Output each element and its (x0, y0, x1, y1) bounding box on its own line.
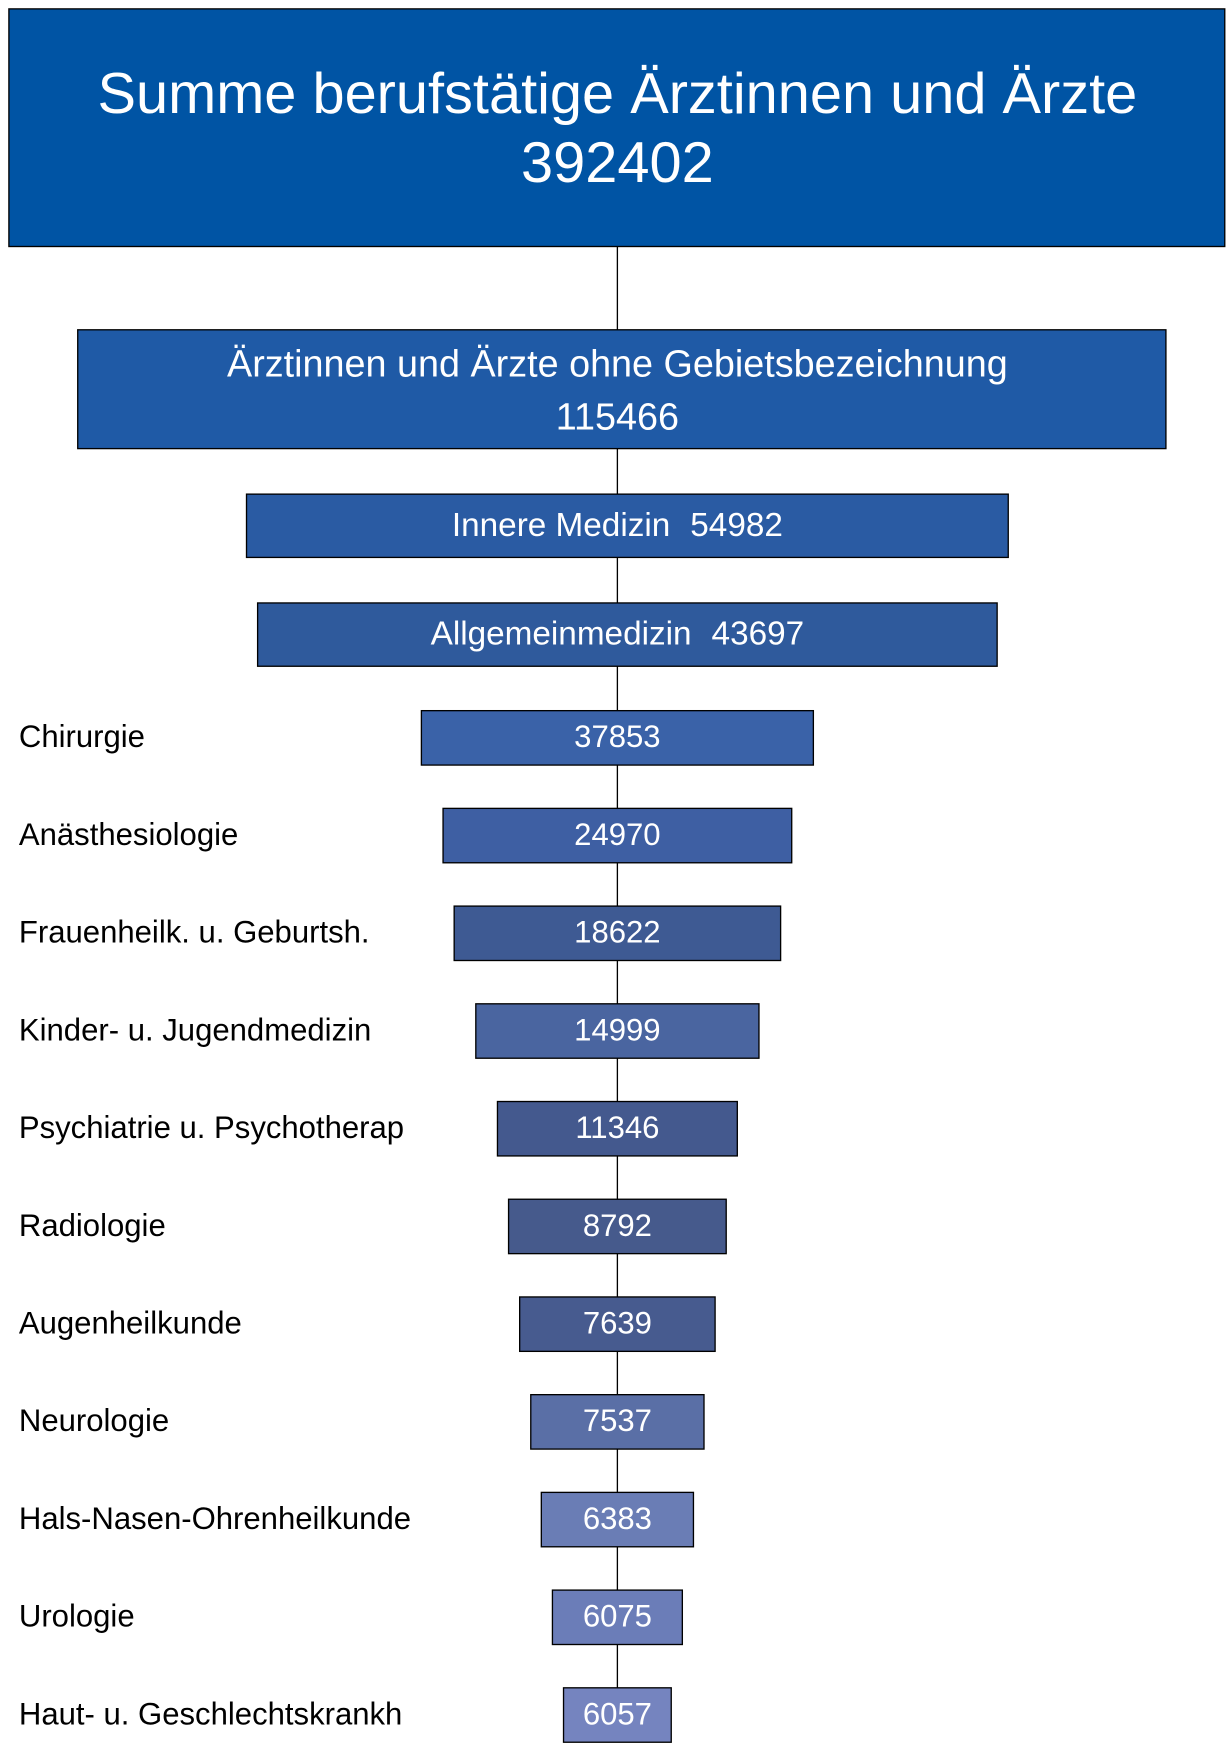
specialty-value: 14999 (574, 1012, 660, 1047)
specialty-label: Neurologie (19, 1403, 169, 1438)
specialty-value: 24970 (574, 817, 660, 852)
specialty-box (420, 709, 815, 766)
specialty-value: 6057 (583, 1696, 652, 1731)
specialty-label: Radiologie (19, 1208, 166, 1243)
category-label: Allgemeinmedizin (431, 616, 692, 653)
specialty-value: 7639 (583, 1305, 652, 1340)
category-text: Innere Medizin 54982 (452, 507, 783, 544)
category-label: Innere Medizin (452, 507, 670, 544)
category-box (256, 602, 998, 667)
category-box (245, 493, 1009, 559)
specialty-value: 18622 (574, 915, 660, 950)
header-value: 392402 (521, 131, 714, 195)
specialty-box (530, 1394, 705, 1450)
category-text: Allgemeinmedizin 43697 (431, 616, 805, 653)
category-value: 43697 (712, 616, 805, 653)
specialty-box (562, 1687, 672, 1743)
specialty-label: Hals-Nasen-Ohrenheilkunde (19, 1501, 411, 1536)
specialty-box (540, 1491, 695, 1548)
specialty-label: Anästhesiologie (19, 817, 238, 852)
specialty-value: 8792 (583, 1208, 652, 1243)
specialty-label: Augenheilkunde (19, 1305, 242, 1340)
specialty-value: 11346 (575, 1110, 659, 1145)
specialty-label: Frauenheilk. u. Geburtsh. (19, 915, 370, 950)
specialty-box (453, 905, 782, 962)
category-label: Ärztinnen und Ärzte ohne Gebietsbezeichn… (227, 342, 1008, 384)
header-box (8, 8, 1226, 248)
category-box (77, 329, 1167, 450)
specialty-label: Kinder- u. Jugendmedizin (19, 1012, 371, 1047)
header-label: Summe berufstätige Ärztinnen und Ärzte (98, 62, 1138, 126)
category-value: 54982 (690, 507, 783, 544)
specialty-box (519, 1296, 716, 1353)
specialty-box (475, 1003, 760, 1059)
specialty-label: Urologie (19, 1599, 135, 1634)
category-value: 115466 (556, 396, 679, 438)
specialty-label: Psychiatrie u. Psychotherap (19, 1110, 404, 1145)
specialty-value: 7537 (583, 1403, 652, 1438)
specialty-box (442, 807, 793, 864)
specialty-value: 6383 (583, 1501, 652, 1536)
specialty-box (496, 1100, 738, 1157)
specialty-value: 6075 (583, 1599, 652, 1634)
specialty-label: Chirurgie (19, 719, 145, 754)
specialty-label: Haut- u. Geschlechtskrankh (19, 1696, 402, 1731)
specialty-value: 37853 (574, 719, 660, 754)
specialty-box (507, 1198, 727, 1255)
specialty-box (551, 1589, 684, 1646)
